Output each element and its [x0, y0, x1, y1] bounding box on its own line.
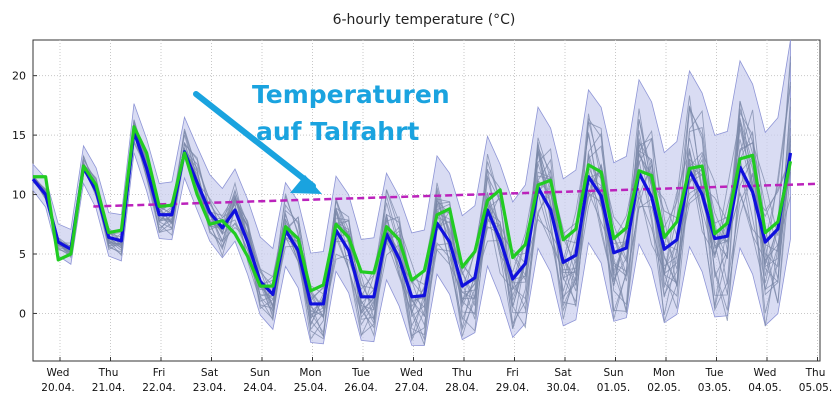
annotation-line-1: Temperaturen [252, 80, 450, 109]
x-tick-day: Sun [250, 367, 270, 379]
y-tick-label: 15 [12, 129, 26, 142]
x-tick-day: Thu [98, 367, 119, 379]
x-tick-day: Wed [47, 367, 70, 379]
x-tick-date: 26.04. [344, 382, 377, 394]
series-lines [31, 125, 818, 306]
x-tick-date: 01.05. [597, 382, 630, 394]
ensemble-spread [32, 39, 791, 346]
plot-frame [32, 39, 821, 362]
x-tick-date: 24.04. [243, 382, 276, 394]
x-tick-day: Fri [506, 367, 519, 379]
x-tick-day: Wed [754, 367, 777, 379]
x-tick-date: 03.05. [698, 382, 731, 394]
y-tick-label: 20 [12, 70, 26, 83]
x-tick-date: 28.04. [445, 382, 478, 394]
x-tick-day: Wed [400, 367, 423, 379]
x-tick-date: 30.04. [546, 382, 579, 394]
x-tick-date: 29.04. [496, 382, 529, 394]
x-tick-date: 21.04. [92, 382, 125, 394]
x-tick-date: 20.04. [41, 382, 74, 394]
spread-band [32, 39, 791, 346]
y-tick-label: 5 [19, 248, 26, 261]
deterministic-run-line [33, 125, 793, 293]
y-axis-ticks: 0 5 10 15 20 [12, 70, 37, 320]
arrow-shaft [193, 91, 316, 189]
x-tick-date: 23.04. [193, 382, 226, 394]
annotation-line-2: auf Talfahrt [256, 117, 419, 146]
x-tick-date: 22.04. [142, 382, 175, 394]
x-tick-day: Sat [554, 367, 571, 379]
y-tick-label: 0 [19, 307, 26, 320]
x-tick-date: 27.04. [395, 382, 428, 394]
x-tick-day: Fri [153, 367, 166, 379]
x-tick-date: 25.04. [294, 382, 327, 394]
x-axis-ticks: Wed 20.04. Thu 21.04. Fri 22.04. Sat 23.04. Sun 2… [41, 357, 832, 394]
x-tick-day: Sun [604, 367, 624, 379]
x-tick-date: 02.05. [647, 382, 680, 394]
x-tick-day: Thu [451, 367, 472, 379]
x-tick-day: Tue [351, 367, 370, 379]
y-tick-label: 10 [12, 189, 26, 202]
chart-title: 6-hourly temperature (°C) [333, 12, 516, 28]
x-tick-date: 05.05. [799, 382, 832, 394]
x-tick-day: Mon [653, 367, 675, 379]
arrow-head [290, 175, 322, 194]
x-tick-day: Thu [805, 367, 826, 379]
ensemble-mean-line [31, 129, 793, 306]
x-tick-day: Mon [299, 367, 321, 379]
x-tick-day: Tue [705, 367, 724, 379]
x-tick-date: 04.05. [748, 382, 781, 394]
x-tick-day: Sat [201, 367, 218, 379]
